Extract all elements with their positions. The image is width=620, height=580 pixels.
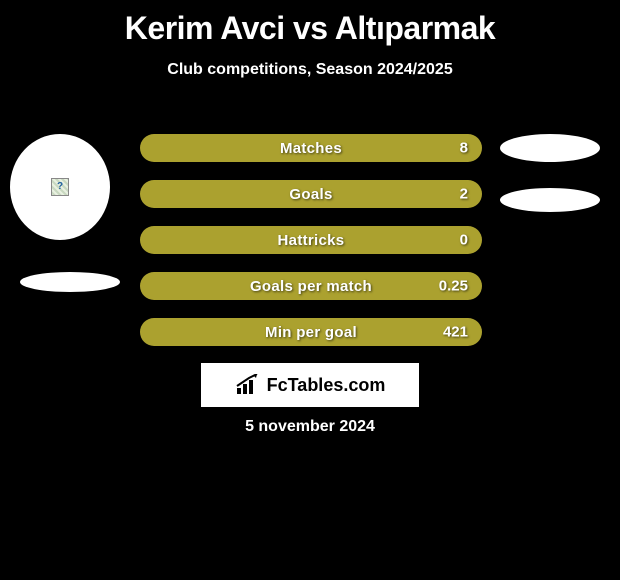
- left-player-avatar: [10, 134, 110, 240]
- stat-label: Goals per match: [250, 278, 372, 295]
- stat-value: 421: [443, 324, 468, 341]
- right-player-shadow: [500, 188, 600, 212]
- left-player-shadow: [20, 272, 120, 292]
- watermark-text: FcTables.com: [267, 375, 386, 396]
- stat-label: Matches: [280, 140, 342, 157]
- stat-bar-goals: Goals 2: [140, 180, 482, 208]
- stat-bar-min-per-goal: Min per goal 421: [140, 318, 482, 346]
- right-player-avatar: [500, 134, 600, 162]
- stat-bar-goals-per-match: Goals per match 0.25: [140, 272, 482, 300]
- stat-label: Hattricks: [278, 232, 345, 249]
- stat-label: Goals: [289, 186, 332, 203]
- snapshot-date: 5 november 2024: [0, 418, 620, 436]
- stat-bars: Matches 8 Goals 2 Hattricks 0 Goals per …: [140, 134, 482, 364]
- broken-image-icon: [51, 178, 69, 196]
- comparison-subtitle: Club competitions, Season 2024/2025: [0, 61, 620, 79]
- stat-value: 2: [460, 186, 468, 203]
- stat-bar-matches: Matches 8: [140, 134, 482, 162]
- stat-label: Min per goal: [265, 324, 357, 341]
- stat-bar-hattricks: Hattricks 0: [140, 226, 482, 254]
- chart-icon: [235, 374, 261, 396]
- stat-value: 0.25: [439, 278, 468, 295]
- stat-value: 0: [460, 232, 468, 249]
- watermark: FcTables.com: [201, 363, 419, 407]
- stat-value: 8: [460, 140, 468, 157]
- comparison-title: Kerim Avci vs Altıparmak: [0, 10, 620, 47]
